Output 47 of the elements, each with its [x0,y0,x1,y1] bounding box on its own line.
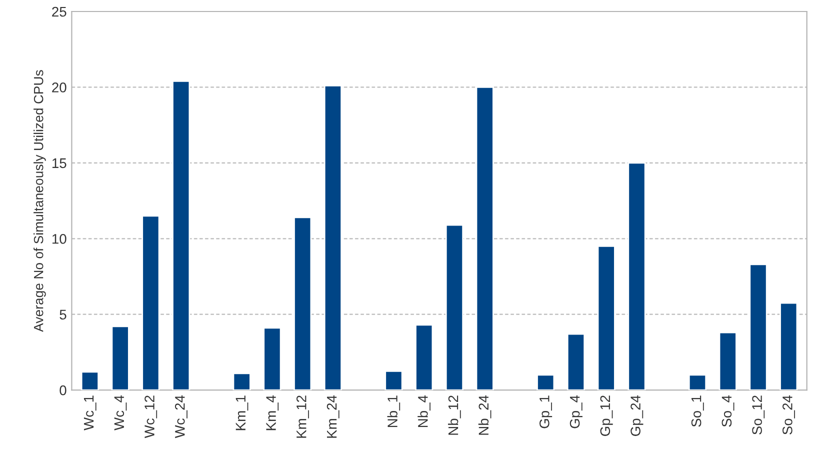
bar [536,374,555,390]
bar [80,371,99,390]
y-tick-label: 20 [52,82,66,92]
bar [294,216,312,390]
x-tick-label: Gp_12 [600,396,613,436]
bar [415,324,434,390]
bar [324,85,342,390]
y-tick-label: 10 [52,234,66,244]
y-axis-title: Average No of Simultaneously Utilized CPUs [34,70,46,332]
bar [688,374,707,390]
x-tick-label: So_24 [782,395,795,434]
x-tick-label: Nb_12 [448,396,461,435]
y-tick-label: 25 [52,6,66,17]
x-tick-label: So_12 [752,396,765,434]
x-tick-label: Gp_1 [540,396,552,428]
x-tick-label: Gp_4 [570,395,582,428]
x-tick-label: Km_1 [236,396,248,430]
x-tick-label: Wc_1 [84,396,96,430]
bar [263,327,282,390]
y-tick-label: 15 [52,158,66,168]
x-tick-label: Nb_4 [418,395,430,428]
y-tick-label: 5 [60,310,66,320]
x-tick-label: So_4 [722,395,734,427]
bar [172,80,190,390]
x-tick-label: Wc_24 [174,395,188,438]
bar [597,246,616,390]
bar [445,224,464,390]
bar [232,372,251,390]
bar [111,326,130,390]
bar [142,215,160,390]
bar [476,86,494,390]
x-tick-label: Gp_24 [630,395,644,436]
x-tick-label: Nb_1 [387,396,400,428]
x-tick-label: So_1 [691,396,704,427]
bar [749,264,768,390]
x-tick-label: Nb_24 [478,395,492,435]
bar [566,333,586,390]
bar [718,332,737,390]
y-tick-label: 0 [60,385,66,396]
bar [628,162,646,390]
x-tick-label: Km_12 [296,396,309,438]
x-tick-label: Wc_12 [144,396,158,438]
x-tick-label: Km_4 [266,395,279,430]
bar [780,302,798,390]
x-tick-label: Km_24 [326,395,340,438]
bar [384,370,403,390]
x-tick-label: Wc_4 [114,395,127,430]
